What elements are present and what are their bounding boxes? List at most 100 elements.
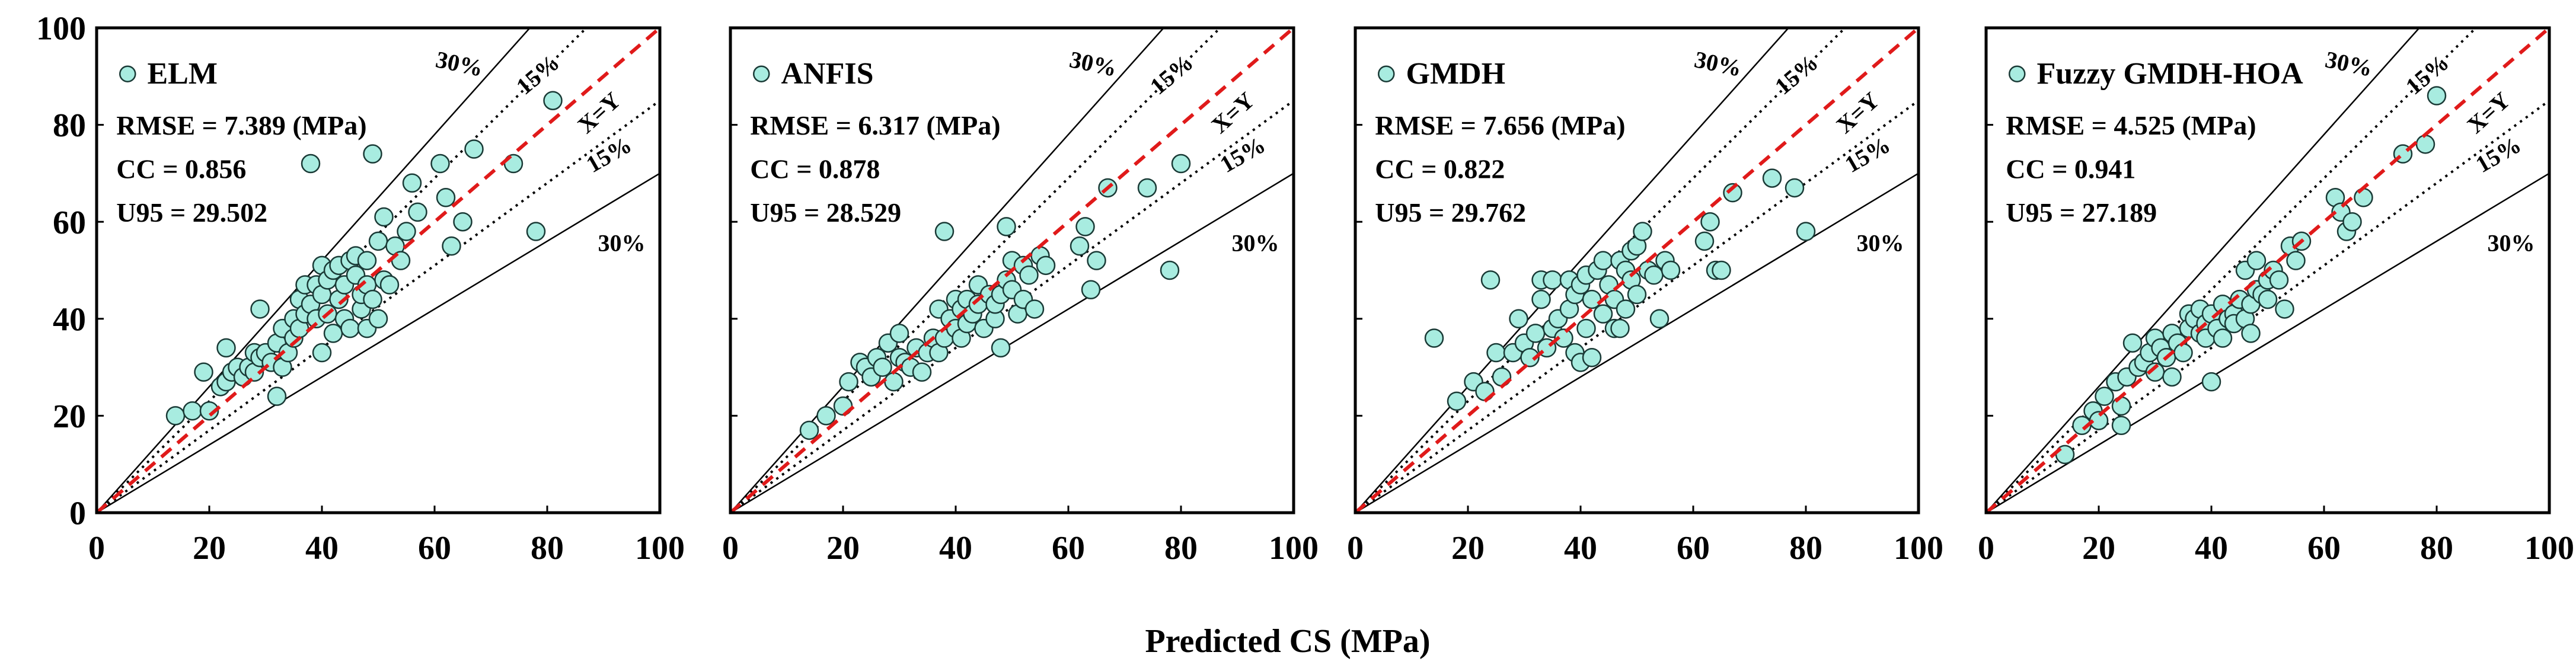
- data-point: [1649, 309, 1670, 329]
- data-point: [1081, 280, 1101, 299]
- data-point: [816, 406, 836, 426]
- data-point: [2162, 367, 2182, 387]
- x-tick-label: 100: [1269, 530, 1319, 567]
- data-point: [2213, 328, 2233, 348]
- y-tick-label: 60: [53, 204, 86, 241]
- data-point: [2427, 86, 2447, 106]
- x-tick-label: 20: [193, 530, 226, 567]
- band-label-lower-30: 30%: [1232, 229, 1279, 256]
- plot-frame: [1354, 26, 1920, 514]
- data-point: [1075, 217, 1095, 236]
- x-tick-label: 20: [1451, 530, 1485, 567]
- x-tick-label: 20: [2082, 530, 2115, 567]
- data-point: [991, 338, 1011, 358]
- y-tick-label: 100: [36, 11, 86, 47]
- data-point: [2342, 212, 2362, 232]
- data-point: [1796, 222, 1816, 241]
- data-point: [2258, 289, 2278, 309]
- data-point: [2246, 251, 2267, 270]
- lower-15pct-line: [1355, 100, 1919, 513]
- band-label-upper-30: 30%: [1067, 46, 1119, 82]
- data-point: [1694, 231, 1715, 251]
- band-label-identity: X=Y: [1831, 87, 1884, 138]
- data-point: [912, 362, 932, 382]
- data-point: [873, 357, 892, 377]
- data-point: [2173, 343, 2193, 363]
- stat-text: U95 = 29.762: [1375, 197, 1526, 228]
- data-point: [340, 318, 360, 338]
- x-tick-label: 60: [1052, 530, 1085, 567]
- data-point: [2269, 270, 2289, 290]
- data-point: [323, 324, 343, 343]
- upper-15pct-line: [1986, 28, 2477, 513]
- axis-ticks: 0 20 40 60 80 100: [1978, 27, 2574, 567]
- x-tick-label: 40: [1564, 530, 1597, 567]
- data-point: [1486, 343, 1506, 363]
- data-point: [312, 343, 332, 363]
- data-point: [267, 386, 287, 406]
- axis-ticks: 0 20 40 60 80 100: [722, 27, 1319, 567]
- data-point: [374, 207, 394, 227]
- data-point: [1525, 324, 1546, 343]
- y-tick-label: 40: [53, 301, 86, 338]
- legend-label: ELM: [148, 57, 218, 91]
- data-point: [1712, 260, 1731, 280]
- x-tick-label: 80: [1789, 530, 1822, 567]
- legend-marker: [753, 65, 770, 82]
- data-point: [1531, 289, 1551, 309]
- x-tick-label: 100: [2524, 530, 2574, 567]
- data-point: [165, 406, 186, 426]
- data-point: [884, 372, 904, 392]
- stat-text: U95 = 29.502: [116, 197, 267, 228]
- axis-ticks: 0 20 40 60 80 100 0 20 40 60 80 100: [36, 11, 685, 567]
- data-point: [1447, 391, 1467, 411]
- data-point: [1633, 222, 1652, 241]
- upper-30pct-line: [97, 28, 531, 513]
- x-tick-label: 0: [1347, 530, 1364, 567]
- data-point: [2415, 135, 2435, 154]
- data-point: [301, 154, 321, 174]
- stat-text: CC = 0.856: [116, 154, 246, 184]
- data-point: [799, 420, 819, 440]
- data-point: [357, 251, 377, 270]
- data-point: [1785, 178, 1805, 198]
- upper-30pct-line: [730, 28, 1164, 513]
- data-point: [2111, 415, 2131, 436]
- x-tick-label: 40: [2195, 530, 2228, 567]
- data-point: [543, 91, 563, 110]
- stat-text: RMSE = 6.317 (MPa): [750, 110, 1000, 140]
- data-point: [1160, 260, 1180, 280]
- data-point: [934, 222, 955, 241]
- identity-line: [1354, 26, 1920, 514]
- data-point: [1723, 183, 1742, 203]
- data-point: [1137, 178, 1157, 198]
- legend-label: ANFIS: [781, 57, 874, 91]
- data-point: [368, 309, 388, 329]
- data-point: [363, 289, 382, 309]
- band-label-upper-30: 30%: [433, 46, 486, 82]
- band-label-lower-30: 30%: [1857, 229, 1904, 256]
- legend-marker: [1378, 65, 1395, 82]
- x-tick-label: 60: [2307, 530, 2341, 567]
- data-point: [464, 139, 484, 159]
- data-point: [397, 222, 416, 241]
- data-point: [1627, 285, 1647, 305]
- y-tick-label: 20: [53, 398, 86, 435]
- data-point: [442, 236, 461, 256]
- data-point: [1554, 328, 1573, 348]
- axis-ticks: 0 20 40 60 80 100: [1347, 27, 1943, 567]
- data-point: [1520, 347, 1540, 367]
- legend-label: Fuzzy GMDH-HOA: [2037, 57, 2304, 91]
- data-point: [430, 154, 450, 174]
- stat-text: U95 = 27.189: [2006, 197, 2157, 228]
- data-point: [1593, 304, 1613, 324]
- y-tick-label: 80: [53, 107, 86, 144]
- data-points: [2055, 86, 2447, 465]
- plot-frame: [1984, 26, 2551, 514]
- band-label-upper-30: 30%: [2323, 46, 2375, 82]
- x-tick-label: 80: [531, 530, 564, 567]
- data-points: [165, 91, 563, 426]
- band-label-identity: X=Y: [1206, 87, 1259, 138]
- x-tick-label: 40: [939, 530, 972, 567]
